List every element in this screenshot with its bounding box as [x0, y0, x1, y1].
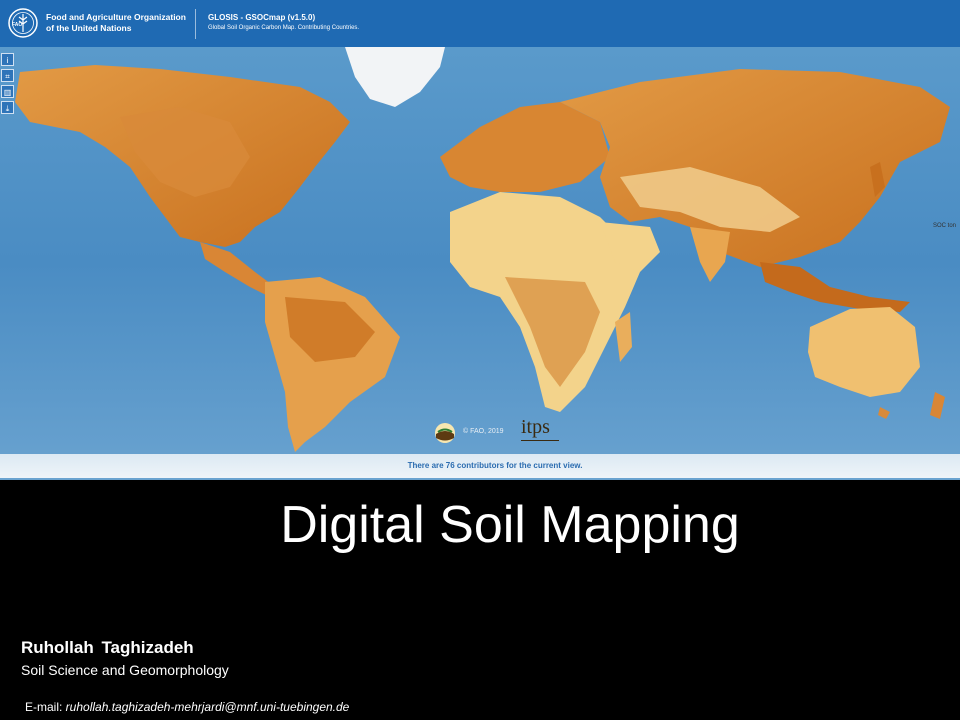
india-shape — [690, 227, 730, 282]
author-department: Soil Science and Geomorphology — [21, 662, 229, 678]
australia-shape — [808, 307, 920, 397]
author-name: Ruhollah Taghizadeh — [21, 638, 194, 657]
map-toolbar: i ⌗ ▥ ⤓ — [1, 53, 15, 117]
europe-shape — [440, 102, 610, 192]
info-icon[interactable]: i — [1, 53, 14, 66]
svg-text:FAO: FAO — [12, 22, 22, 28]
slide-title: Digital Soil Mapping — [280, 496, 740, 554]
organization-name: Food and Agriculture Organization of the… — [46, 12, 186, 33]
email-address[interactable]: ruhollah.taghizadeh-mehrjardi@mnf.uni-tu… — [65, 700, 350, 714]
itps-logo: itps — [521, 416, 550, 438]
soil-carbon-map[interactable] — [0, 47, 960, 480]
indonesia-shape — [760, 262, 910, 312]
crop-icon[interactable]: ⌗ — [1, 69, 14, 82]
world-map[interactable] — [0, 47, 960, 480]
map-copyright: © FAO, 2019 — [463, 428, 504, 435]
soc-legend-label: SOC ton — [933, 223, 957, 229]
madagascar-shape — [615, 312, 632, 362]
app-title: GLOSIS - GSOCmap (v1.5.0) — [208, 13, 316, 22]
chart-icon[interactable]: ▥ — [1, 85, 14, 98]
contributors-note: There are 76 contributors for the curren… — [407, 461, 583, 470]
header-divider — [195, 9, 196, 39]
greenland-shape — [345, 47, 445, 107]
email-label: E-mail: — [25, 700, 66, 714]
central-america-shape — [200, 242, 275, 297]
arabia-shape — [600, 222, 660, 272]
asia-shape — [560, 69, 950, 267]
itps-logo-underline — [521, 440, 559, 441]
contributors-bar: There are 76 contributors for the curren… — [0, 454, 960, 478]
author-email: E-mail: ruhollah.taghizadeh-mehrjardi@mn… — [25, 700, 349, 714]
gsp-logo-icon — [435, 423, 455, 443]
app-subtitle: Global Soil Organic Carbon Map. Contribu… — [208, 25, 360, 31]
download-icon[interactable]: ⤓ — [1, 101, 14, 114]
app-header: FAO Food and Agriculture Organization of… — [0, 0, 960, 47]
fao-logo-icon: FAO — [8, 8, 38, 38]
